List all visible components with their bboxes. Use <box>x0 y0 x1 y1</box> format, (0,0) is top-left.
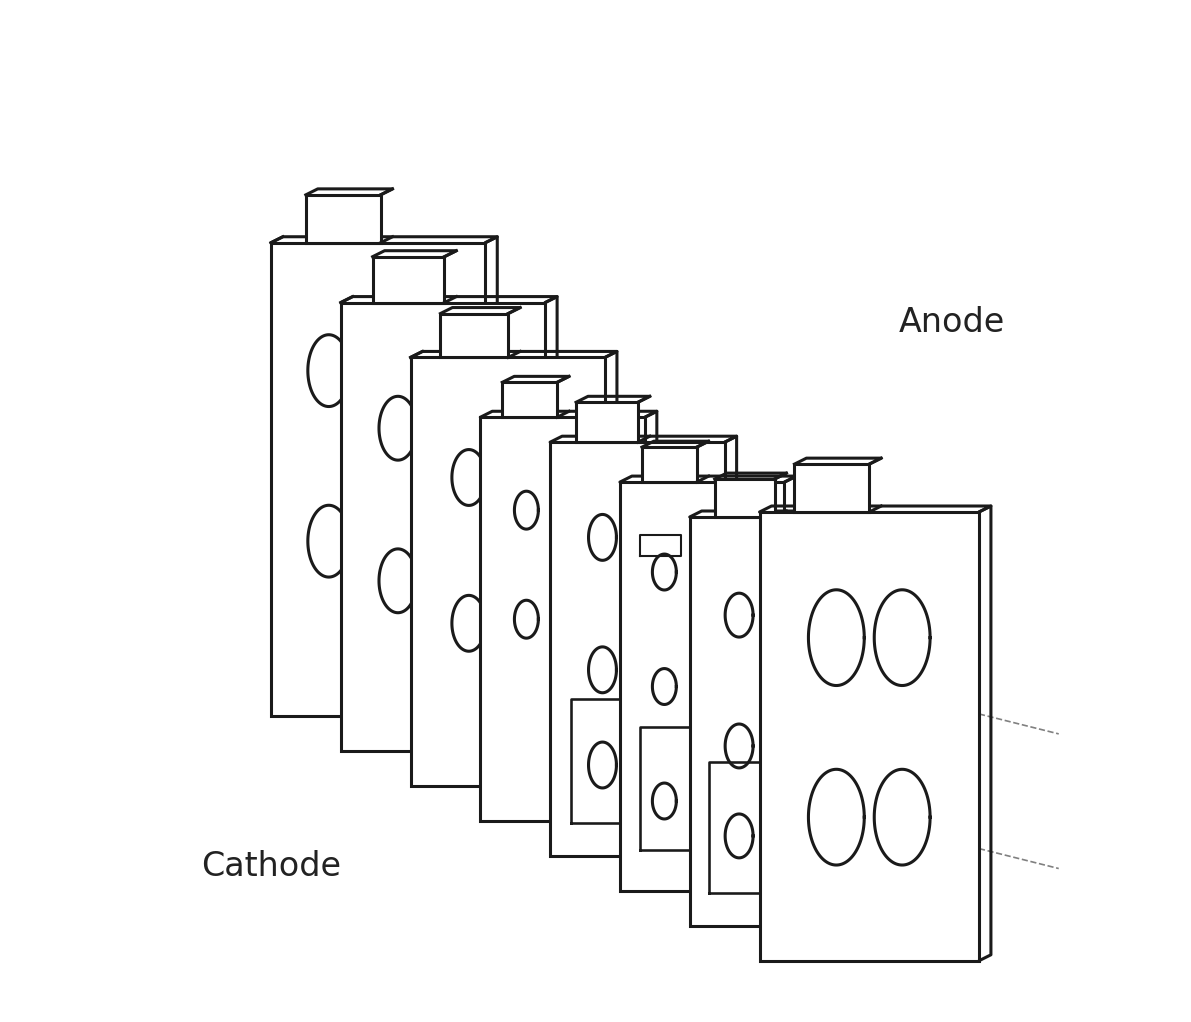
Polygon shape <box>576 403 638 443</box>
Text: Cathode: Cathode <box>201 849 341 883</box>
Polygon shape <box>794 464 869 512</box>
Polygon shape <box>480 417 644 821</box>
Polygon shape <box>341 303 545 751</box>
Polygon shape <box>550 443 724 856</box>
Polygon shape <box>270 243 485 716</box>
Polygon shape <box>373 257 444 303</box>
Polygon shape <box>642 448 697 482</box>
Polygon shape <box>621 482 785 891</box>
Polygon shape <box>306 195 381 243</box>
Polygon shape <box>690 517 854 926</box>
Text: Anode: Anode <box>899 306 1005 339</box>
Polygon shape <box>503 382 557 417</box>
Polygon shape <box>715 479 774 517</box>
Polygon shape <box>760 512 979 961</box>
Polygon shape <box>441 314 509 358</box>
Polygon shape <box>411 358 605 786</box>
